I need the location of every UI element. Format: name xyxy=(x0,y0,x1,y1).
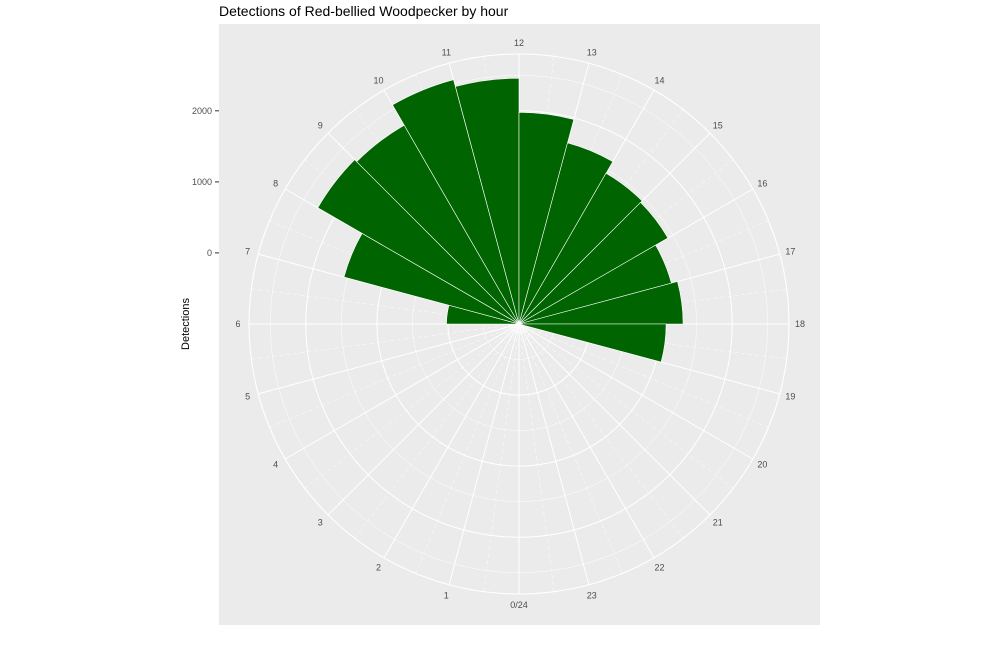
minor-spoke xyxy=(304,323,520,489)
hour-label-15: 15 xyxy=(713,120,723,130)
hour-spoke xyxy=(327,323,520,516)
hour-label-6: 6 xyxy=(235,319,240,329)
hour-label-23: 23 xyxy=(587,590,597,600)
hour-label-11: 11 xyxy=(442,48,451,58)
bar-hour-11 xyxy=(455,77,520,325)
minor-spoke xyxy=(415,323,520,574)
y-tick-label: 2000 xyxy=(192,106,212,116)
hour-label-21: 21 xyxy=(713,518,723,528)
minor-spoke xyxy=(518,323,769,428)
y-tick-label: 1000 xyxy=(192,177,212,187)
hour-label-12: 12 xyxy=(514,38,524,48)
hour-spoke xyxy=(448,323,520,585)
hour-label-19: 19 xyxy=(785,392,795,402)
bar-hour-12 xyxy=(518,111,575,325)
minor-spoke xyxy=(518,323,684,539)
hour-label-16: 16 xyxy=(757,179,767,189)
hour-label-1: 1 xyxy=(444,590,449,600)
hour-label-17: 17 xyxy=(785,246,795,256)
hour-label-8: 8 xyxy=(273,179,278,189)
hour-spoke xyxy=(518,323,754,460)
hour-spoke xyxy=(383,323,520,559)
hour-label-22: 22 xyxy=(654,562,664,572)
hour-label-9: 9 xyxy=(318,120,323,130)
hour-label-5: 5 xyxy=(245,392,250,402)
hour-spoke xyxy=(284,323,520,460)
hour-label-2: 2 xyxy=(376,562,381,572)
y-axis: 0 1000 2000 xyxy=(192,106,219,258)
hour-label-4: 4 xyxy=(273,460,278,470)
hour-label-3: 3 xyxy=(318,518,323,528)
hour-spoke xyxy=(518,323,711,516)
bar-hour-17 xyxy=(518,281,684,325)
hour-label-14: 14 xyxy=(654,76,664,86)
minor-spoke xyxy=(518,323,555,592)
hour-label-7: 7 xyxy=(245,246,250,256)
y-axis-title: Detections xyxy=(180,298,192,350)
bar-hour-14 xyxy=(518,172,643,325)
hour-label-13: 13 xyxy=(587,48,597,58)
bars-layer xyxy=(317,77,684,363)
bar-hour-15 xyxy=(518,201,669,325)
hour-spoke xyxy=(518,323,590,585)
minor-spoke xyxy=(269,323,520,428)
minor-spoke xyxy=(518,323,734,489)
minor-spoke xyxy=(518,323,623,574)
hour-spoke xyxy=(518,323,655,559)
minor-spoke xyxy=(251,323,520,360)
bar-hour-13 xyxy=(518,142,614,325)
bar-hour-18 xyxy=(518,323,667,363)
hour-label-0: 0/24 xyxy=(510,600,528,610)
hour-label-20: 20 xyxy=(757,460,767,470)
y-tick-label: 0 xyxy=(207,248,212,258)
hour-label-18: 18 xyxy=(795,319,805,329)
chart-title: Detections of Red-bellied Woodpecker by … xyxy=(219,3,509,19)
minor-spoke xyxy=(483,323,520,592)
hour-spoke xyxy=(258,323,520,395)
bar-hour-8 xyxy=(317,159,520,325)
hour-label-10: 10 xyxy=(373,76,383,86)
bar-hour-10 xyxy=(392,79,520,325)
minor-spoke xyxy=(354,323,520,539)
hour-labels: 0/24123456789101112131415161718192021222… xyxy=(235,38,805,610)
